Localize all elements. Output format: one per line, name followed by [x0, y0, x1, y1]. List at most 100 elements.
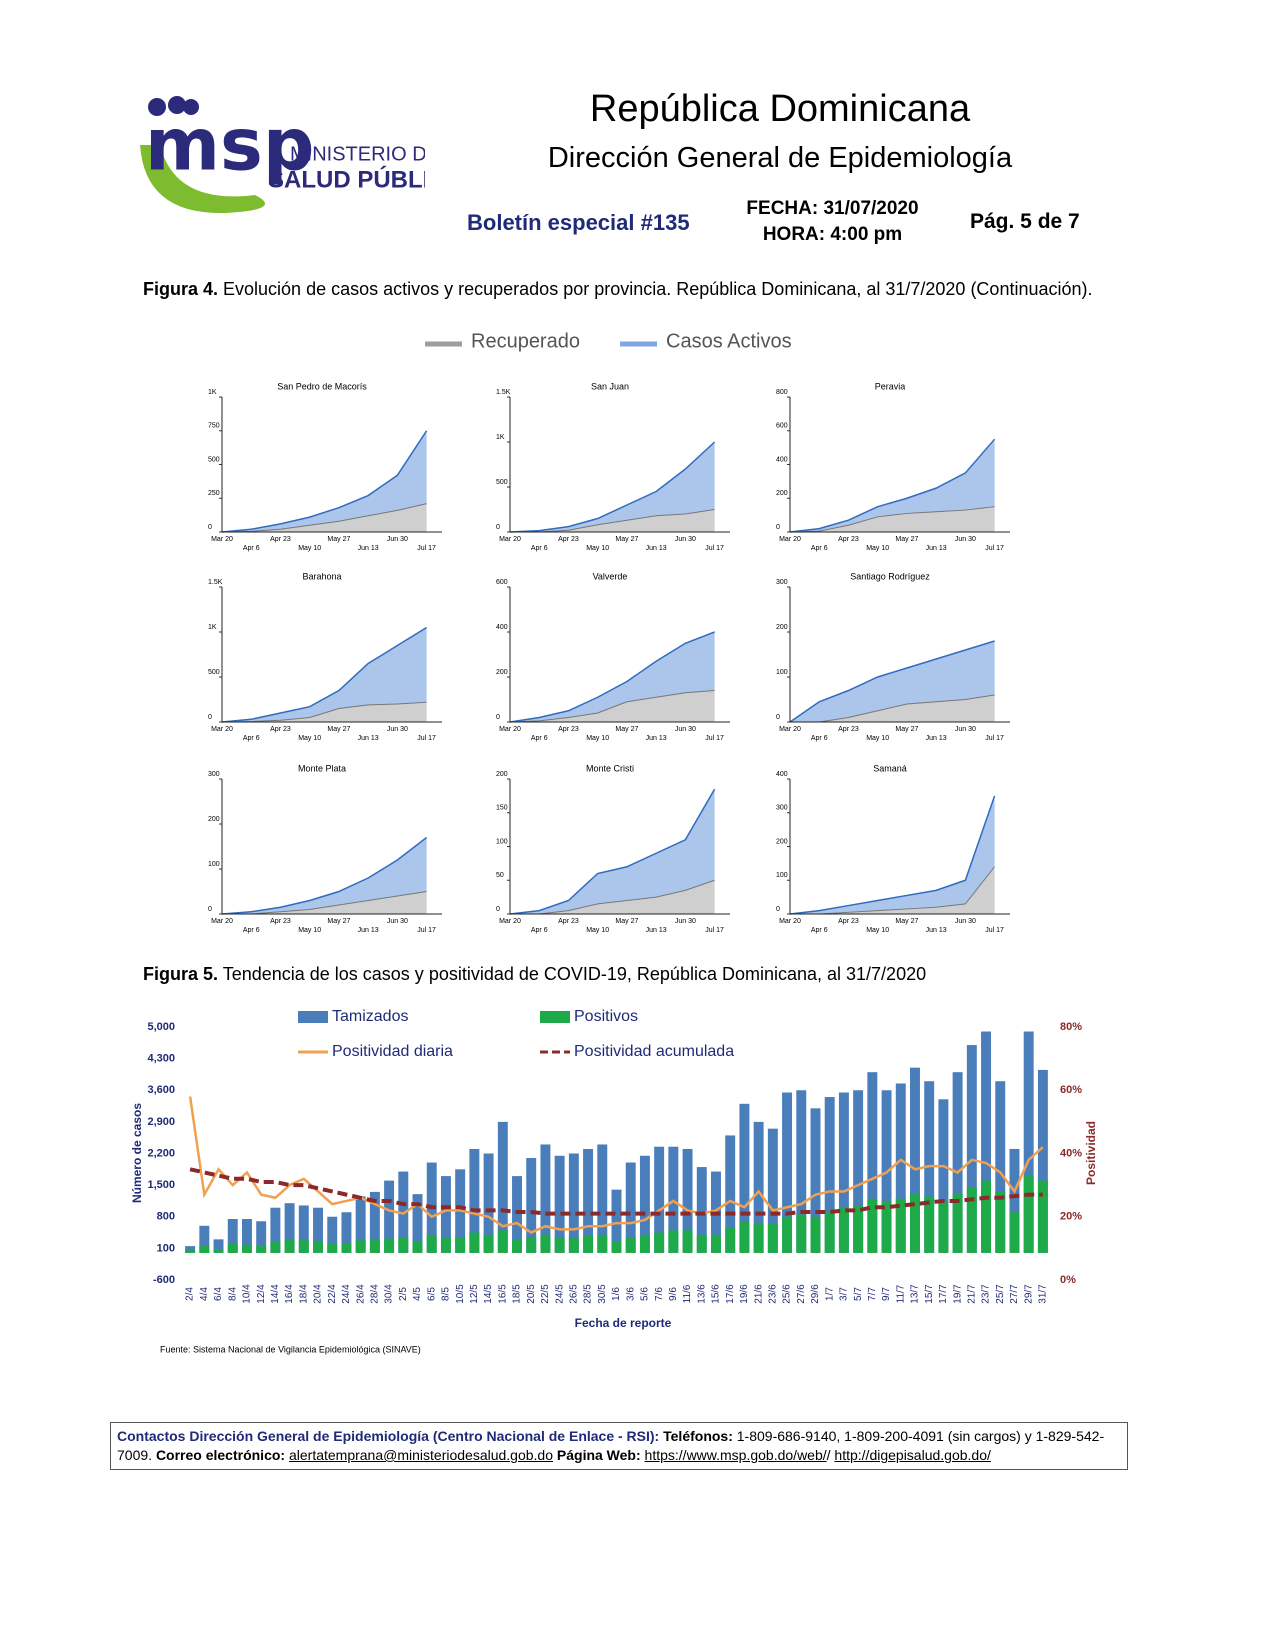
x-tick-label: Apr 23 — [558, 536, 579, 543]
x-tick-label: May 10 — [298, 545, 321, 552]
y-tick-label: 500 — [208, 669, 220, 676]
x-tick-label: 7/6 — [654, 1287, 665, 1301]
x-tick-label: Jul 17 — [985, 735, 1004, 742]
y-tick-label: 2,900 — [147, 1116, 175, 1128]
charts: Recuperado Casos Activos San Pedro de Maco… — [130, 330, 1098, 1354]
email-link[interactable]: alertatemprana@ministeriodesalud.gob.do — [288, 1447, 553, 1463]
line-activos — [789, 795, 996, 915]
bar — [1023, 1031, 1034, 1253]
line-activos — [789, 640, 995, 723]
caption-text: Tendencia de los casos y positividad de … — [218, 964, 927, 984]
web-link[interactable]: https://www.msp.gob.do/web/ — [644, 1447, 827, 1463]
bar — [966, 1045, 977, 1253]
x-tick-label: 28/5 — [583, 1284, 594, 1304]
bar — [867, 1198, 878, 1253]
x-tick-label: 17/6 — [725, 1284, 736, 1304]
x-tick-label: 10/4 — [242, 1284, 253, 1304]
bar — [838, 1207, 849, 1253]
bar — [995, 1191, 1006, 1253]
y-tick-label: 400 — [496, 624, 508, 631]
y2-axis-title: Positividad — [1084, 1121, 1098, 1185]
x-tick-label: May 10 — [298, 927, 321, 934]
x-tick-label: 30/5 — [597, 1284, 608, 1304]
line-recuperado — [790, 694, 995, 723]
bar — [199, 1246, 210, 1253]
y-tick-label: 1K — [208, 624, 217, 631]
x-tick-label: Jul 17 — [705, 735, 724, 742]
caption-label: Figura 5. — [143, 964, 219, 984]
x-tick-label: May 27 — [615, 918, 638, 925]
y-tick-label: 100 — [208, 861, 220, 868]
bar — [355, 1196, 366, 1253]
bar — [298, 1240, 309, 1253]
chart-title: Samaná — [873, 763, 907, 773]
legend-label: Casos Activos — [666, 330, 792, 352]
bar — [711, 1234, 721, 1253]
x-tick-label: 13/7 — [910, 1284, 921, 1304]
legend-label: Positivos — [574, 1008, 638, 1025]
area-activos — [510, 632, 715, 722]
bar — [440, 1176, 451, 1253]
area-activos — [222, 627, 427, 722]
x-tick-label: Jul 17 — [985, 545, 1004, 552]
bar — [526, 1237, 537, 1253]
x-tick-label: Jun 30 — [955, 536, 976, 543]
bar — [597, 1234, 608, 1253]
x-tick-label: 18/5 — [512, 1284, 523, 1304]
x-tick-label: 24/5 — [554, 1284, 565, 1304]
bar — [227, 1243, 238, 1253]
x-tick-label: 24/4 — [341, 1284, 352, 1304]
y-tick-label: 0 — [496, 906, 500, 913]
bar — [682, 1230, 693, 1253]
x-tick-label: 14/4 — [270, 1284, 281, 1304]
bar — [1037, 1180, 1048, 1253]
web-link[interactable]: http://digepisalud.gob.do/ — [834, 1447, 991, 1463]
x-tick-label: 20/4 — [313, 1284, 324, 1304]
bar — [554, 1237, 565, 1253]
line-recuperado — [510, 879, 715, 915]
area-activos — [510, 789, 715, 914]
area-recuperado — [222, 891, 427, 914]
x-tick-label: Jun 30 — [955, 726, 976, 733]
x-tick-label: May 10 — [586, 545, 609, 552]
bar — [639, 1234, 650, 1253]
bar — [938, 1099, 949, 1253]
x-tick-label: Apr 23 — [270, 918, 291, 925]
y2-tick-label: 60% — [1060, 1084, 1082, 1096]
area-recuperado — [510, 690, 715, 722]
x-tick-label: Apr 6 — [531, 927, 548, 934]
y-axis-title: Número de casos — [130, 1103, 144, 1203]
y2-tick-label: 80% — [1060, 1021, 1082, 1033]
x-tick-label: Mar 20 — [779, 536, 801, 543]
bar — [369, 1191, 380, 1253]
bar — [369, 1239, 380, 1253]
y-tick-label: 600 — [496, 579, 508, 586]
x-tick-label: Apr 6 — [243, 927, 260, 934]
x-tick-label: Jun 13 — [926, 735, 947, 742]
x-axis-title: Fecha de reporte — [575, 1316, 672, 1330]
bar — [1037, 1069, 1048, 1253]
y-tick-label: 300 — [776, 579, 788, 586]
y-tick-label: 750 — [208, 423, 220, 430]
x-tick-label: 9/7 — [881, 1287, 892, 1301]
bar — [895, 1198, 906, 1253]
line-recuperado — [221, 701, 427, 723]
x-tick-label: 20/5 — [526, 1284, 537, 1304]
x-tick-label: Jun 30 — [387, 536, 408, 543]
bar — [483, 1234, 494, 1253]
x-tick-label: Jul 17 — [417, 927, 436, 934]
y-tick-label: 600 — [776, 423, 788, 430]
x-tick-label: Jun 13 — [358, 927, 379, 934]
x-tick-label: 6/5 — [426, 1287, 437, 1301]
line — [189, 1167, 1043, 1216]
bar — [696, 1234, 707, 1253]
chart-title: Peravia — [875, 381, 906, 391]
y-tick-label: 100 — [776, 669, 788, 676]
bar — [583, 1148, 594, 1253]
x-tick-label: 25/7 — [995, 1284, 1006, 1304]
y-tick-label: 200 — [776, 490, 788, 497]
x-tick-label: 17/7 — [938, 1284, 949, 1304]
bar — [696, 1167, 707, 1253]
bar — [469, 1148, 480, 1253]
